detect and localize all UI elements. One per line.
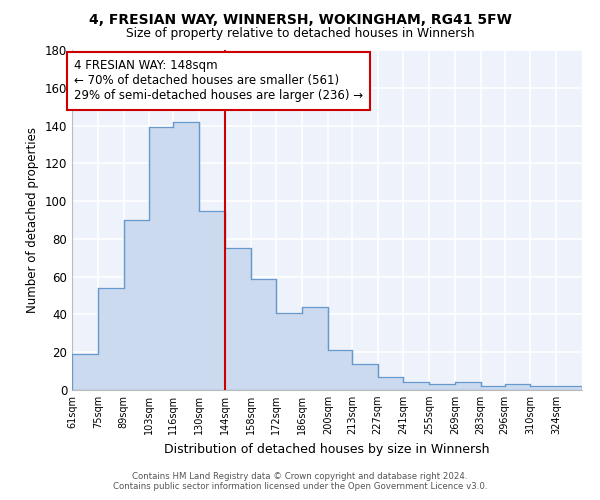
X-axis label: Distribution of detached houses by size in Winnersh: Distribution of detached houses by size … <box>164 442 490 456</box>
Text: Contains HM Land Registry data © Crown copyright and database right 2024.
Contai: Contains HM Land Registry data © Crown c… <box>113 472 487 491</box>
Text: 4, FRESIAN WAY, WINNERSH, WOKINGHAM, RG41 5FW: 4, FRESIAN WAY, WINNERSH, WOKINGHAM, RG4… <box>89 12 511 26</box>
Text: Size of property relative to detached houses in Winnersh: Size of property relative to detached ho… <box>125 28 475 40</box>
Y-axis label: Number of detached properties: Number of detached properties <box>26 127 39 313</box>
Text: 4 FRESIAN WAY: 148sqm
← 70% of detached houses are smaller (561)
29% of semi-det: 4 FRESIAN WAY: 148sqm ← 70% of detached … <box>74 60 363 102</box>
